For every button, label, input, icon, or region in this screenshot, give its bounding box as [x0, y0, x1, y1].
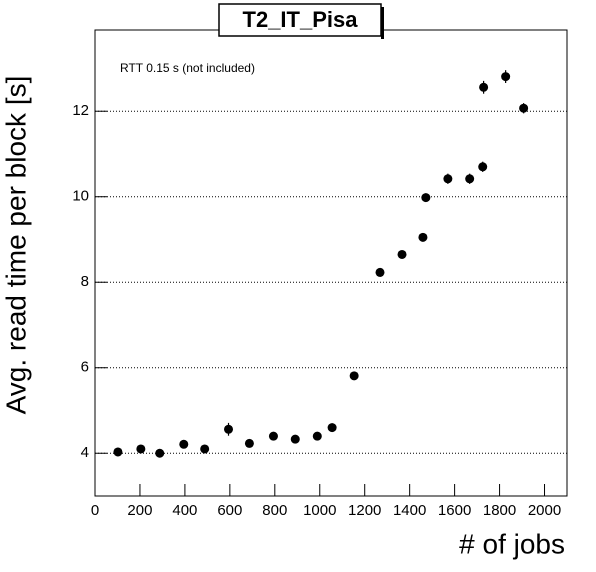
point: [179, 439, 189, 449]
y-tick-label: 4: [81, 444, 89, 461]
annotation: RTT 0.15 s (not included): [120, 61, 255, 75]
x-tick-label: 1600: [438, 502, 471, 519]
title-box: [218, 3, 382, 37]
point: [200, 444, 210, 454]
title-box-shadow: [381, 7, 384, 39]
point: [501, 72, 511, 82]
x-tick-label: 200: [127, 502, 152, 519]
y-axis-label: Avg. read time per block [s]: [0, 76, 31, 415]
x-tick-label: 1200: [348, 502, 381, 519]
y-tick-label: 8: [81, 273, 89, 290]
point: [268, 431, 278, 441]
x-tick-label: 1400: [393, 502, 426, 519]
point: [421, 193, 431, 203]
point: [155, 448, 165, 458]
point: [113, 447, 123, 457]
point: [479, 82, 489, 92]
x-tick-label: 600: [217, 502, 242, 519]
x-tick-label: 1000: [303, 502, 336, 519]
x-tick-label: 0: [91, 502, 99, 519]
point: [418, 232, 428, 242]
y-tick-label: 6: [81, 359, 89, 376]
point: [244, 438, 254, 448]
point: [519, 103, 529, 113]
y-tick-label: 12: [72, 102, 89, 119]
point: [465, 174, 475, 184]
point: [375, 267, 385, 277]
x-tick-label: 1800: [483, 502, 516, 519]
point: [136, 444, 146, 454]
point: [290, 434, 300, 444]
point: [312, 431, 322, 441]
x-tick-label: 400: [172, 502, 197, 519]
point: [443, 174, 453, 184]
point: [397, 249, 407, 259]
y-tick-label: 10: [72, 188, 89, 205]
point: [349, 371, 359, 381]
x-tick-label: 800: [262, 502, 287, 519]
point: [478, 162, 488, 172]
x-axis-label: # of jobs: [459, 528, 565, 559]
x-tick-label: 2000: [528, 502, 561, 519]
point: [224, 424, 234, 434]
chart-title: T2_IT_Pisa: [243, 7, 359, 32]
point: [327, 423, 337, 433]
